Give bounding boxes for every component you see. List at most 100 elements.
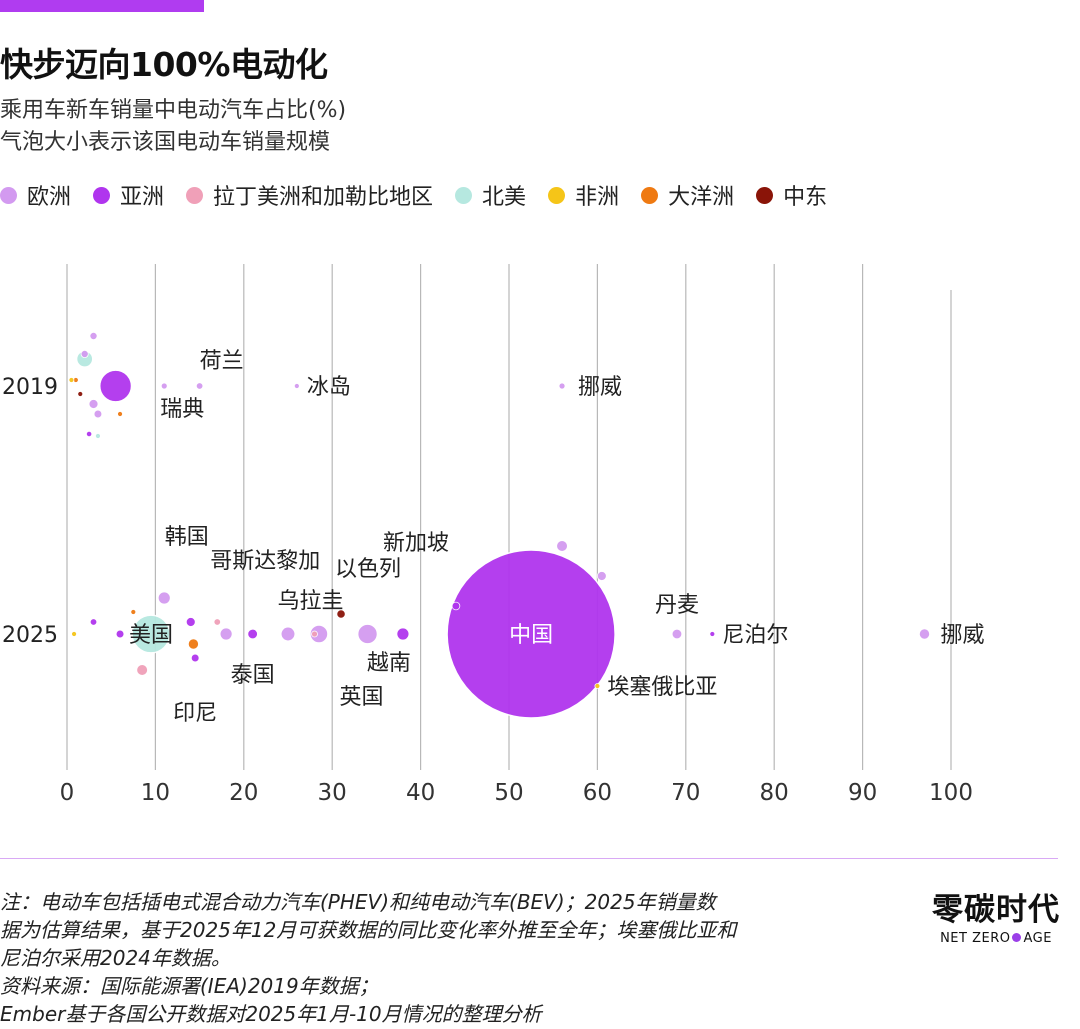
- legend-item: 中东: [756, 179, 827, 211]
- bubble: [446, 549, 616, 719]
- bubble: [336, 609, 346, 619]
- bubble: [98, 369, 133, 403]
- bubble: [280, 626, 296, 642]
- data-label: 冰岛: [307, 375, 351, 400]
- x-tick-label: 10: [141, 780, 170, 806]
- data-label: 英国: [340, 685, 384, 710]
- bubble: [195, 382, 204, 390]
- legend-dot-icon: [548, 186, 566, 204]
- bubble: [86, 430, 93, 438]
- data-label: 以色列: [335, 557, 401, 582]
- legend-label: 欧洲: [27, 185, 72, 210]
- data-label: 瑞典: [160, 397, 204, 422]
- x-tick-label: 80: [760, 780, 789, 806]
- bubble: [88, 399, 99, 409]
- bubble: [93, 409, 103, 419]
- data-label: 乌拉圭: [278, 589, 344, 614]
- legend-dot-icon: [93, 186, 111, 204]
- bubble: [89, 332, 98, 341]
- x-tick-label: 20: [229, 780, 258, 806]
- bubble: [136, 664, 148, 676]
- x-tick-label: 100: [929, 780, 973, 806]
- bubble: [309, 624, 329, 644]
- bubble: [596, 571, 607, 581]
- bubble: [918, 628, 930, 640]
- x-tick-label: 40: [406, 780, 435, 806]
- data-label: 印尼: [173, 701, 217, 726]
- bubble: [594, 683, 601, 689]
- x-tick-label: 70: [671, 780, 700, 806]
- bubble: [89, 618, 98, 626]
- data-label: 中国: [509, 623, 553, 648]
- legend: 欧洲 亚洲 拉丁美洲和加勒比地区 北美 非洲 大洋洲 中东: [0, 180, 849, 210]
- legend-label: 拉丁美洲和加勒比地区: [213, 185, 434, 210]
- y-category-label: 2019: [2, 375, 58, 400]
- logo-subtitle: NET ZERO AGE: [926, 931, 1066, 946]
- bubble: [71, 631, 77, 637]
- chart-subtitle: 乘用车新车销量中电动汽车占比(%): [0, 98, 347, 123]
- bubble: [95, 433, 101, 439]
- legend-dot-icon: [455, 186, 473, 204]
- y-category-label: 2025: [2, 623, 58, 648]
- bubble: [671, 628, 683, 640]
- legend-label: 非洲: [575, 185, 620, 210]
- bubble: [558, 382, 566, 390]
- note-line-1: 注：电动车包括插电式混合动力汽车(PHEV)和纯电动汽车(BEV)；2025年销…: [0, 890, 716, 914]
- bubble: [187, 638, 199, 650]
- logo-dot-icon: [1012, 933, 1022, 942]
- bubble: [115, 629, 125, 639]
- data-label: 埃塞俄比亚: [607, 675, 717, 700]
- data-label: 美国: [129, 623, 173, 648]
- legend-label: 大洋洲: [668, 185, 735, 210]
- legend-item: 亚洲: [93, 179, 164, 211]
- legend-dot-icon: [0, 186, 17, 204]
- bubble: [185, 617, 196, 627]
- x-tick-label: 30: [318, 780, 347, 806]
- legend-dot-icon: [186, 186, 204, 204]
- legend-label: 北美: [482, 185, 527, 210]
- source-line-2: Ember基于各国公开数据对2025年1月-10月情况的整理分析: [0, 1002, 542, 1026]
- logo-sub-left: NET ZERO: [940, 931, 1011, 946]
- x-tick-label: 0: [60, 780, 75, 806]
- bubble: [293, 383, 300, 389]
- bubble: [68, 377, 75, 383]
- x-tick-label: 60: [583, 780, 612, 806]
- legend-dot-icon: [641, 186, 659, 204]
- legend-item: 欧洲: [0, 179, 71, 211]
- bubble: [356, 623, 379, 645]
- logo-text: 零碳时代: [932, 892, 1060, 928]
- note-line-3: 尼泊尔采用2024年数据。: [0, 946, 231, 970]
- logo-sub-right: AGE: [1023, 931, 1052, 946]
- data-label: 泰国: [231, 663, 275, 688]
- source-line-1: 资料来源：国际能源署(IEA)2019年数据；: [0, 974, 379, 998]
- bubble: [709, 631, 716, 637]
- bubble: [219, 627, 233, 641]
- bubble: [190, 653, 200, 663]
- bubble: [213, 618, 221, 626]
- data-label: 挪威: [578, 375, 622, 400]
- bubble: [130, 609, 137, 615]
- data-label: 新加坡: [383, 531, 449, 556]
- bubble: [117, 411, 123, 417]
- note-line-2: 据为估算结果，基于2025年12月可获数据的同比变化率外推至全年；埃塞俄比亚和: [0, 918, 737, 942]
- legend-label: 亚洲: [120, 185, 165, 210]
- legend-item: 北美: [455, 179, 526, 211]
- bubble: [131, 614, 171, 654]
- bubble: [77, 391, 84, 397]
- accent-bar: [0, 0, 204, 12]
- chart-size-note: 气泡大小表示该国电动车销量规模: [0, 130, 331, 155]
- data-label: 越南: [367, 651, 411, 676]
- legend-dot-icon: [756, 186, 774, 204]
- x-tick-label: 90: [848, 780, 877, 806]
- bubble: [247, 628, 258, 640]
- data-label: 哥斯达黎加: [210, 549, 320, 574]
- bubble: [556, 540, 568, 552]
- divider: [0, 858, 1058, 859]
- data-label: 荷兰: [200, 349, 244, 374]
- legend-item: 大洋洲: [641, 179, 734, 211]
- legend-item: 非洲: [548, 179, 619, 211]
- data-label: 挪威: [940, 623, 984, 648]
- x-tick-label: 50: [494, 780, 523, 806]
- data-label: 尼泊尔: [722, 623, 788, 648]
